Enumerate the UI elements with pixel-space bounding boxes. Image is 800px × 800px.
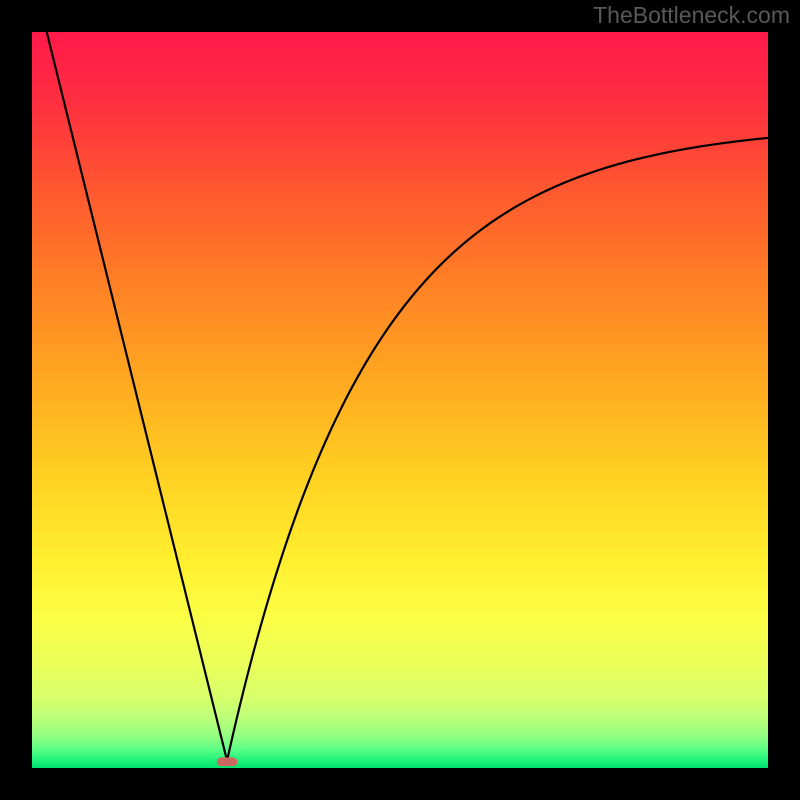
chart-container: TheBottleneck.com bbox=[0, 0, 800, 800]
watermark-text: TheBottleneck.com bbox=[593, 2, 790, 29]
gradient-plot-area bbox=[32, 32, 768, 768]
